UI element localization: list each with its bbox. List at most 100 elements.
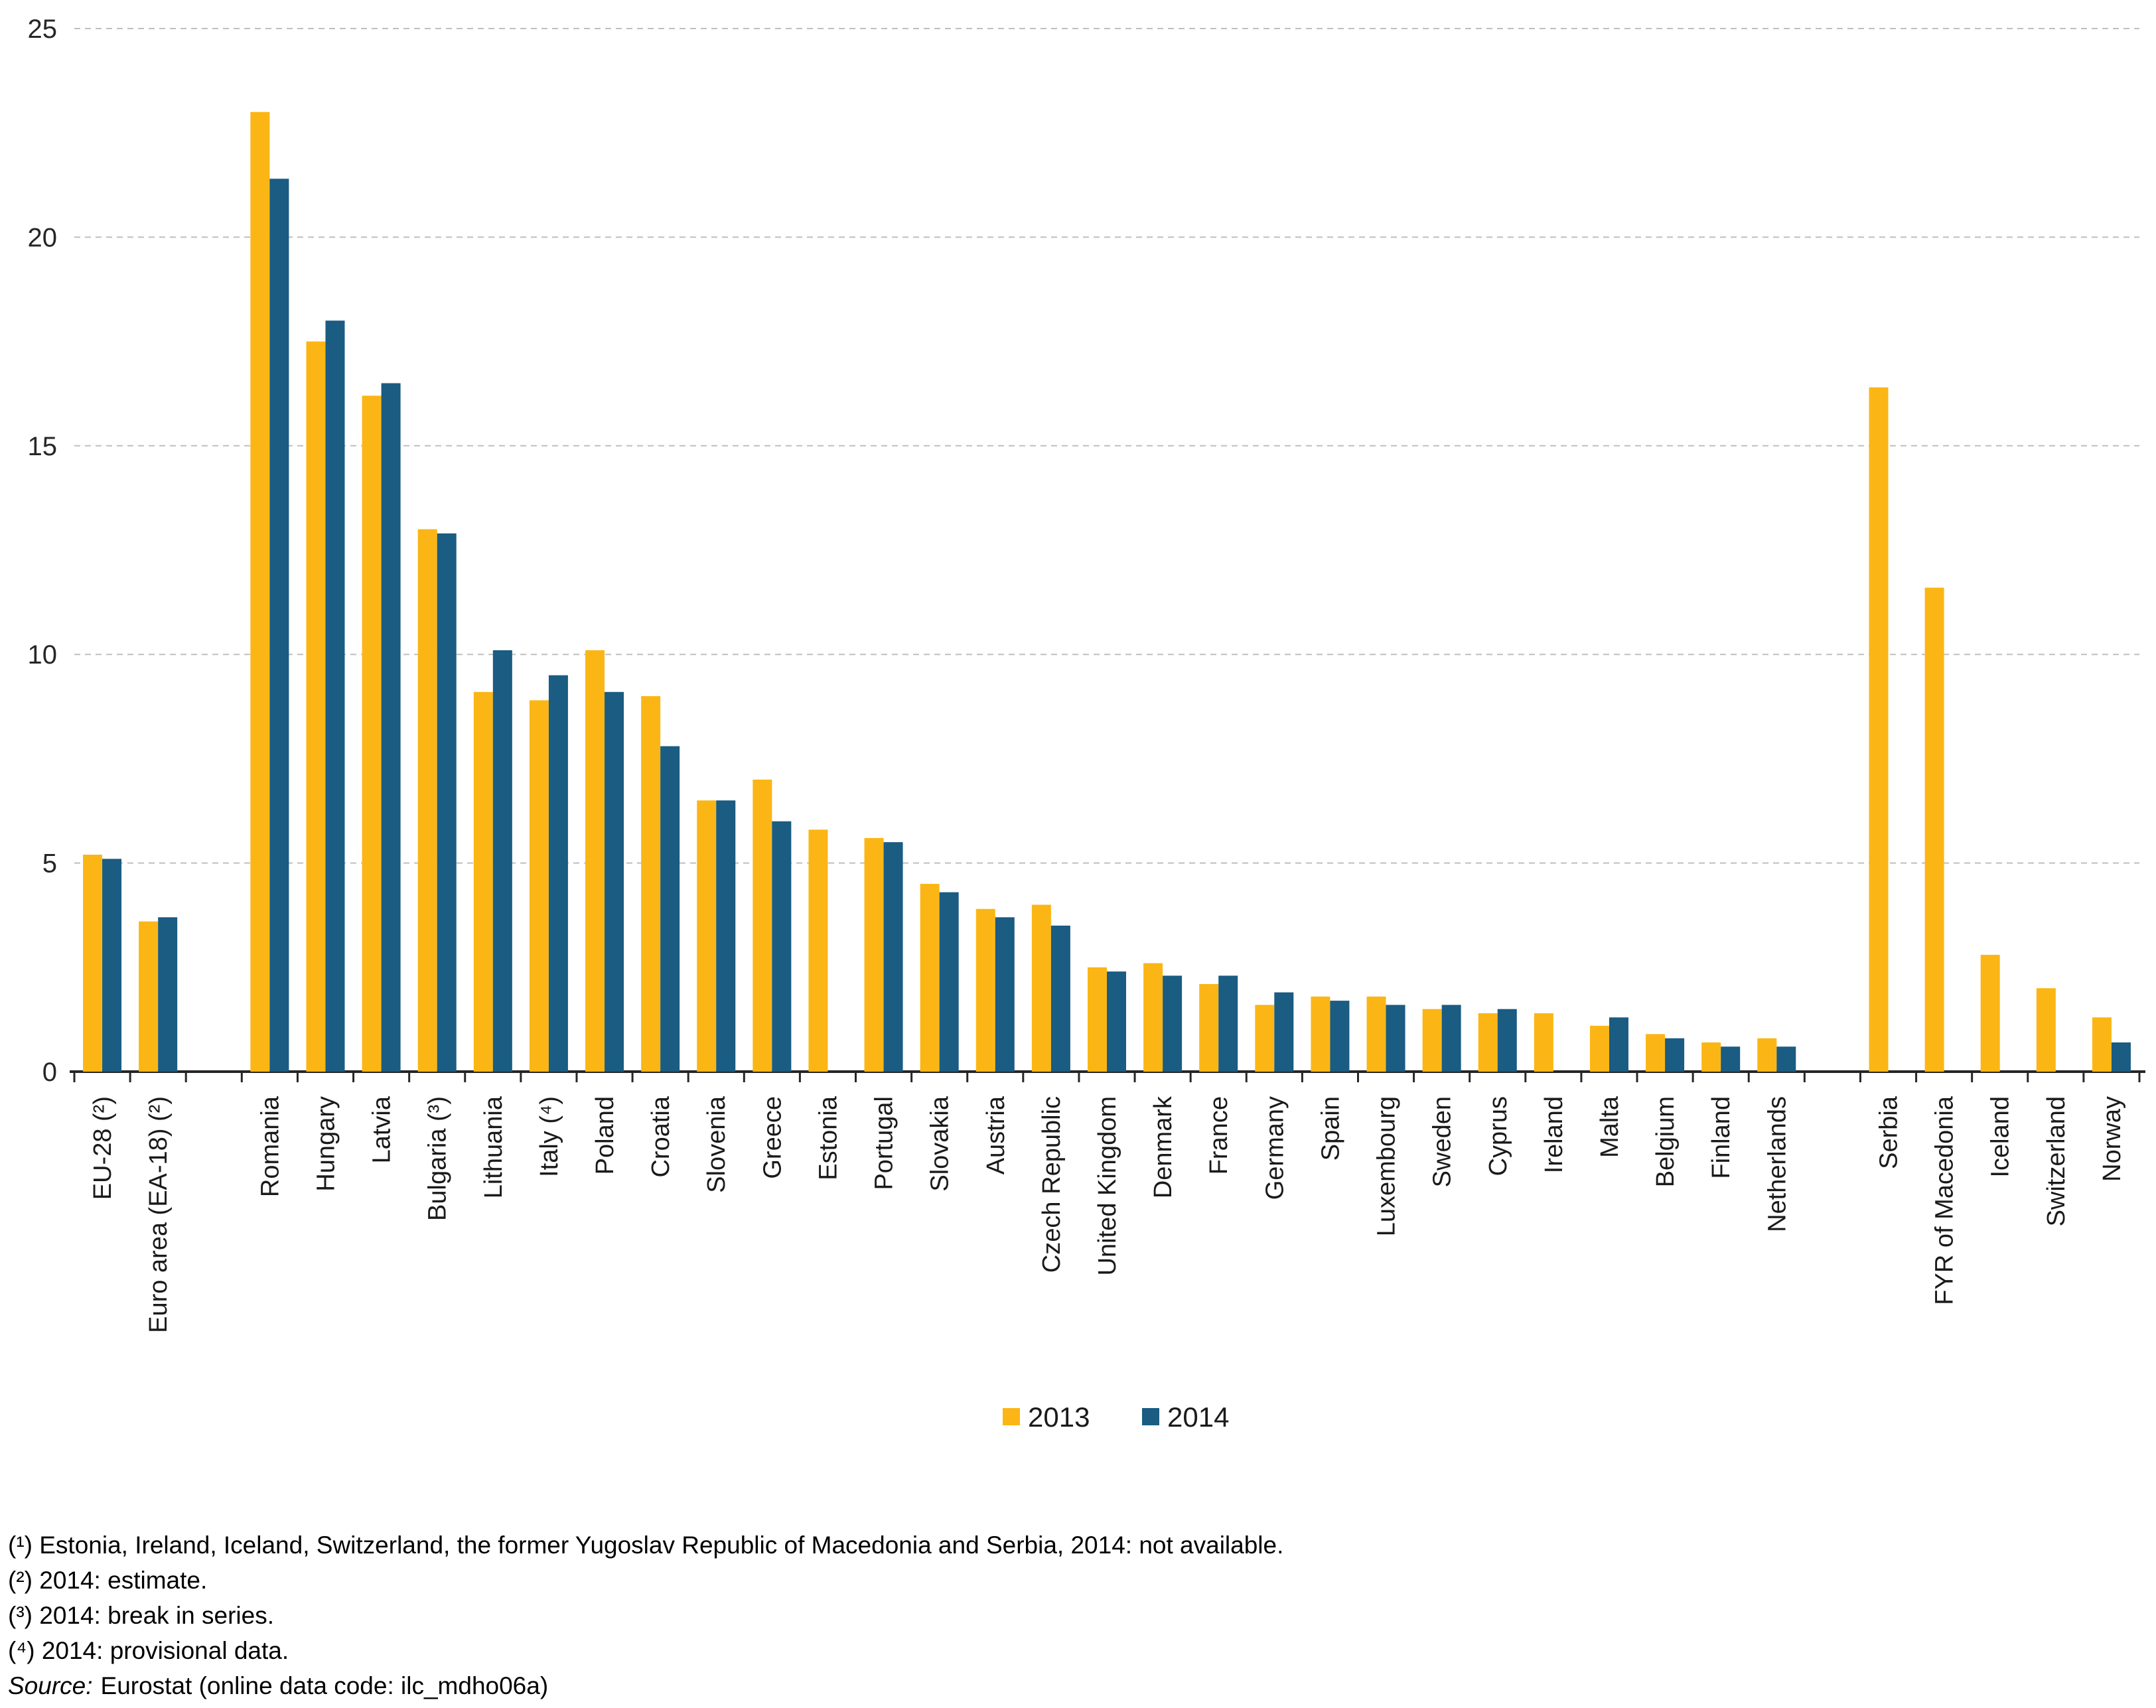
x-label-portugal: Portugal [871,1096,898,1190]
bar-2014-france [1218,975,1238,1072]
bar-2014-italy [548,675,568,1072]
bar-2013-austria [975,908,995,1072]
bar-2013-germany [1255,1005,1275,1072]
legend-label-2013: 2013 [1028,1401,1090,1433]
x-label-netherlands: Netherlands [1763,1096,1791,1232]
x-label-norway: Norway [2098,1096,2126,1182]
bar-2013-ireland [1534,1013,1553,1072]
x-label-spain: Spain [1317,1096,1344,1161]
bar-2013-czech-republic [1031,904,1051,1072]
x-label-romania: Romania [256,1096,284,1197]
bar-2013-norway [2092,1017,2112,1072]
x-label-denmark: Denmark [1149,1096,1177,1198]
bar-2013-latvia [362,395,382,1072]
x-label-switzerland: Switzerland [2043,1096,2070,1226]
bar-2013-france [1199,983,1219,1072]
bar-2014-croatia [660,746,680,1072]
bar-2013-portugal [864,837,884,1072]
bar-2013-netherlands [1757,1038,1777,1072]
bar-2014-slovenia [716,800,736,1072]
bar-2013-iceland [1980,954,2000,1072]
bar-2014-euro-area-ea-18 [158,917,178,1072]
y-axis-label-5: 5 [42,849,57,879]
footnote-2: (²) 2014: estimate. [8,1567,208,1594]
legend-label-2014: 2014 [1167,1401,1229,1433]
x-label-united-kingdom: United Kingdom [1094,1096,1121,1275]
legend-swatch-2014 [1142,1408,1159,1425]
bar-2014-poland [605,691,624,1072]
bar-2014-lithuania [492,650,512,1072]
x-label-france: France [1205,1096,1233,1174]
bar-2014-malta [1609,1017,1628,1072]
bar-2013-luxembourg [1366,996,1386,1072]
bar-2014-netherlands [1776,1046,1796,1072]
x-label-slovakia: Slovakia [926,1096,954,1191]
bar-2013-estonia [808,829,828,1072]
bar-2013-slovakia [920,884,940,1072]
y-axis-label-10: 10 [28,640,58,670]
bar-2013-poland [585,650,605,1072]
x-label-estonia: Estonia [814,1096,842,1180]
x-label-luxembourg: Luxembourg [1373,1096,1401,1236]
x-label-austria: Austria [982,1096,1010,1174]
bar-2013-romania [250,111,270,1072]
x-label-slovenia: Slovenia [703,1096,731,1193]
bar-2013-croatia [641,696,661,1072]
bar-2014-finland [1721,1046,1741,1072]
bar-2013-belgium [1646,1034,1666,1072]
bar-2014-cyprus [1497,1009,1517,1072]
bar-2014-luxembourg [1386,1005,1405,1072]
bar-2014-portugal [883,842,903,1072]
bar-2014-denmark [1163,975,1183,1072]
footnote-4: (⁴) 2014: provisional data. [8,1637,289,1664]
bar-2014-slovakia [939,892,959,1072]
bar-2013-cyprus [1478,1013,1498,1072]
bar-2014-spain [1330,1001,1350,1072]
bar-2014-united-kingdom [1107,971,1126,1072]
bar-2013-denmark [1143,963,1163,1072]
x-label-latvia: Latvia [368,1096,396,1163]
x-label-lithuania: Lithuania [480,1096,508,1198]
source-text: Eurostat (online data code: ilc_mdho06a) [100,1672,549,1699]
footnotes: (¹) Estonia, Ireland, Iceland, Switzerla… [8,1528,1283,1703]
x-label-ireland: Ireland [1540,1096,1568,1173]
bar-2014-hungary [325,320,345,1072]
bar-2013-spain [1311,996,1330,1072]
legend-swatch-2013 [1003,1408,1020,1425]
x-label-bulgaria: Bulgaria (³) [424,1096,452,1221]
x-label-cyprus: Cyprus [1484,1096,1512,1176]
bar-2013-united-kingdom [1088,967,1107,1072]
source-line: Source: Eurostat (online data code: ilc_m… [8,1668,1283,1703]
bar-2014-greece [772,821,792,1072]
x-label-greece: Greece [758,1096,786,1179]
y-axis-label-20: 20 [28,223,58,252]
bar-2013-bulgaria [417,529,437,1072]
footnote-3: (³) 2014: break in series. [8,1602,275,1629]
bar-2014-latvia [381,383,401,1072]
bar-2013-slovenia [697,800,717,1072]
x-label-poland: Poland [591,1096,619,1174]
bar-2013-lithuania [473,691,493,1072]
bar-2014-norway [2111,1042,2131,1072]
bar-2014-romania [269,178,289,1072]
bar-2014-eu-28 [102,859,122,1072]
x-label-sweden: Sweden [1429,1096,1457,1187]
x-label-serbia: Serbia [1875,1096,1903,1169]
bar-2013-serbia [1869,387,1889,1072]
x-label-italy: Italy (⁴) [536,1096,563,1177]
x-label-germany: Germany [1261,1096,1289,1200]
bar-2014-sweden [1441,1005,1461,1072]
bar-2013-fyr-of-macedonia [1924,587,1944,1072]
bar-2013-eu-28 [83,855,103,1072]
y-axis-label-25: 25 [28,15,58,44]
bar-2014-austria [995,917,1015,1072]
bar-2013-italy [529,700,549,1072]
x-label-croatia: Croatia [647,1096,675,1177]
source-label: Source: [8,1672,93,1699]
x-label-belgium: Belgium [1652,1096,1680,1187]
bar-2013-hungary [306,341,326,1072]
bar-2013-finland [1701,1042,1721,1072]
x-label-iceland: Iceland [1987,1096,2015,1178]
y-axis-label-15: 15 [28,432,58,461]
